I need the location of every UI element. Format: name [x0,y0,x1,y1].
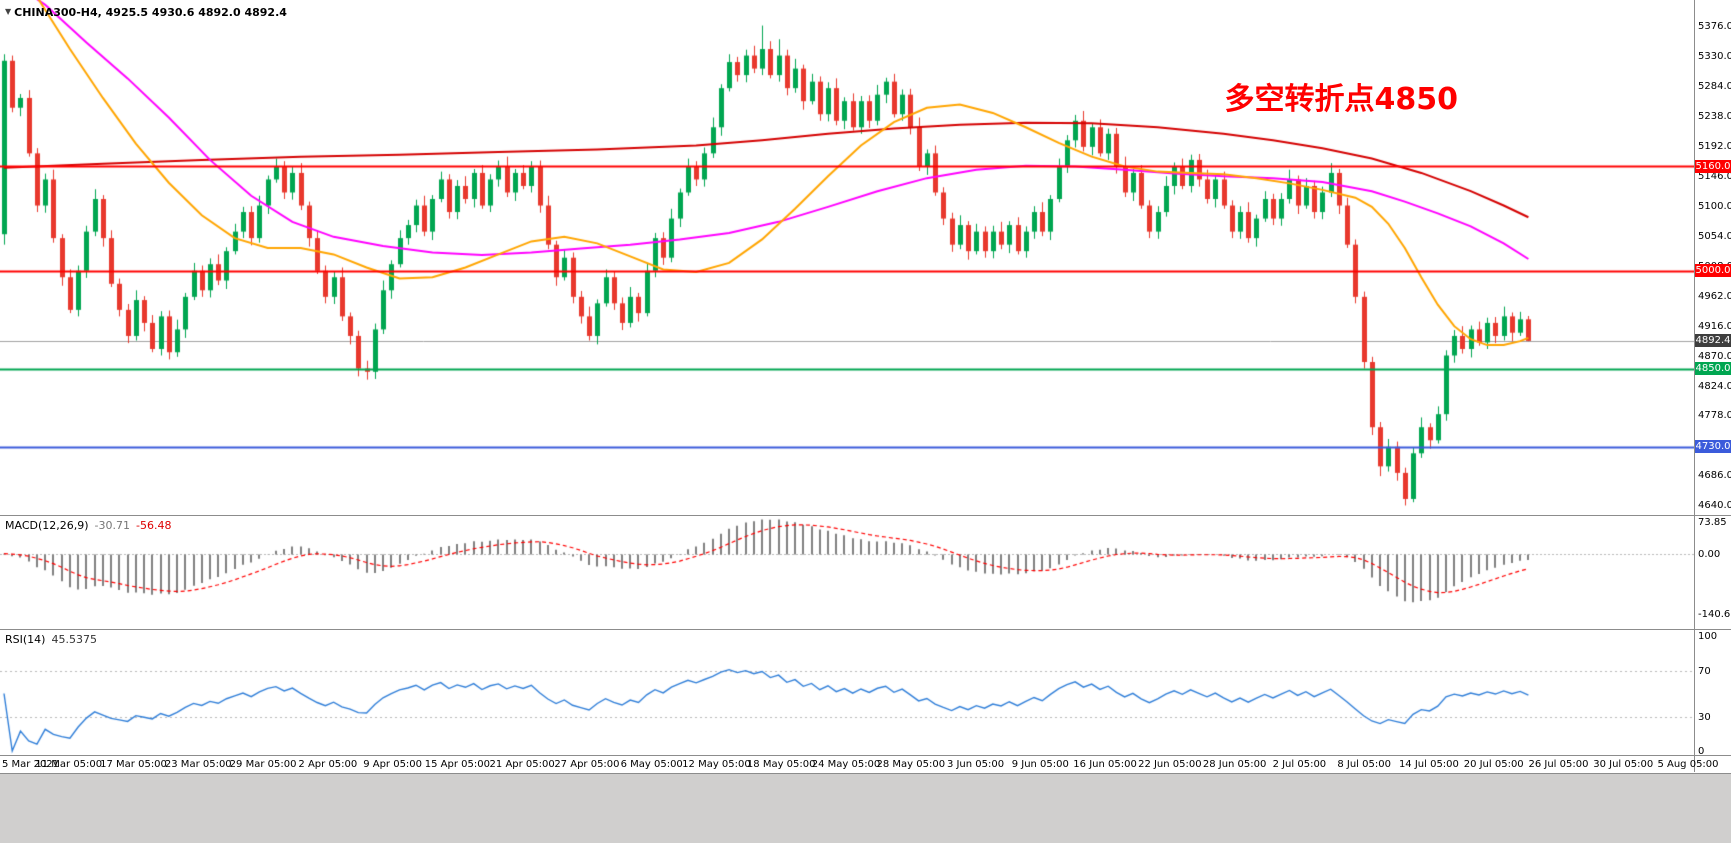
time-tick-label: 5 Mar 2021 [2,759,60,770]
time-tick-label: 26 Jul 05:00 [1528,759,1589,770]
price-tick-label: 5330.0 [1698,50,1731,62]
pane-separator-macd-rsi[interactable] [0,629,1731,630]
time-tick-label: 12 May 05:00 [682,759,751,770]
time-tick-label: 9 Jun 05:00 [1011,759,1069,770]
rsi-tick-label: 100 [1698,631,1718,642]
price-tick-label: 4916.0 [1698,320,1731,332]
rsi-indicator-label: RSI(14) 45.5375 [5,633,97,646]
macd-tick-label: 0.00 [1698,548,1721,560]
time-tick-label: 28 May 05:00 [876,759,946,770]
price-tick-label: 4870.0 [1698,350,1731,362]
hline-price-tag[interactable]: 5000.0 [1695,264,1731,278]
time-tick-label: 17 Mar 05:00 [100,759,167,770]
hline-price-tag[interactable]: 5160.0 [1695,159,1731,173]
macd-tick-label: -140.67 [1698,609,1731,620]
chart-header: ▼ CHINA300-H4, 4925.5 4930.6 4892.0 4892.… [5,6,287,19]
current-price-tag: 4892.4 [1695,334,1731,348]
macd-indicator-label: MACD(12,26,9) -30.71 -56.48 [5,519,171,532]
macd-label-name: MACD(12,26,9) [5,519,89,532]
price-tick-label: 4824.0 [1698,380,1731,392]
hline-price-tag[interactable]: 4850.0 [1695,362,1731,376]
symbol-dropdown-icon[interactable]: ▼ [5,7,12,16]
price-scale-separator [1694,0,1695,772]
time-tick-label: 23 Mar 05:00 [164,759,232,770]
time-tick-label: 20 Jul 05:00 [1463,759,1524,770]
rsi-pane-canvas[interactable] [0,630,1694,754]
time-tick-label: 2 Jul 05:00 [1272,759,1327,770]
price-scale[interactable]: 5376.0 5330.0 5284.0 5238.0 5192.0 5146.0 5100… [1695,0,1731,772]
time-tick-label: 22 Jun 05:00 [1138,759,1202,770]
rsi-tick-label: 70 [1698,665,1711,677]
price-tick-label: 5054.0 [1698,230,1731,242]
rsi-label-name: RSI(14) [5,633,46,646]
price-tick-label: 4640.0 [1698,500,1731,512]
time-axis[interactable]: 5 Mar 2021 11 Mar 05:00 17 Mar 05:00 23 Mar… [0,756,1719,773]
time-tick-label: 16 Jun 05:00 [1073,759,1137,770]
price-tick-label: 5238.0 [1698,110,1731,122]
time-tick-label: 3 Jun 05:00 [946,759,1005,770]
pane-separator-rsi-time [0,755,1731,756]
rsi-tick-label: 30 [1698,711,1711,723]
price-chart-canvas[interactable] [0,0,1694,515]
time-tick-label: 14 Jul 05:00 [1398,759,1459,770]
pane-separator-main-macd[interactable] [0,515,1731,516]
time-tick-label: 18 May 05:00 [746,759,816,770]
price-tick-label: 4778.0 [1698,410,1731,422]
time-tick-label: 15 Apr 05:00 [424,759,490,770]
annotation-text: 多空转折点4850 [1224,82,1459,117]
chart-title: CHINA300-H4, 4925.5 4930.6 4892.0 4892.4 [14,6,287,19]
rsi-tick-label: 0 [1698,746,1705,757]
time-tick-label: 30 Jul 05:00 [1593,759,1654,770]
rsi-value: 45.5375 [51,633,97,646]
macd-signal-value: -56.48 [136,519,172,532]
macd-main-value: -30.71 [94,519,131,532]
hline-price-tag[interactable]: 4730.0 [1695,440,1731,454]
price-tick-label: 4686.0 [1698,470,1731,482]
macd-tick-label: 73.85 [1698,517,1727,528]
time-tick-label: 29 Mar 05:00 [229,759,297,770]
bottom-bar [0,773,1731,843]
time-tick-label: 2 Apr 05:00 [298,759,358,770]
time-tick-label: 11 Mar 05:00 [35,759,103,770]
time-tick-label: 28 Jun 05:00 [1202,759,1267,770]
time-tick-label: 9 Apr 05:00 [363,759,423,770]
price-tick-label: 5192.0 [1698,140,1731,152]
time-tick-label: 5 Aug 05:00 [1657,759,1719,770]
time-tick-label: 24 May 05:00 [811,759,881,770]
time-tick-label: 6 May 05:00 [620,759,683,770]
price-tick-label: 5146.0 [1698,170,1731,182]
macd-pane-canvas[interactable] [0,517,1694,629]
price-tick-label: 5284.0 [1698,80,1731,92]
price-tick-label: 4962.0 [1698,290,1731,302]
price-tick-label: 5376.0 [1698,20,1731,32]
time-tick-label: 27 Apr 05:00 [554,759,620,770]
time-tick-label: 21 Apr 05:00 [489,759,555,770]
time-tick-label: 8 Jul 05:00 [1337,759,1391,770]
price-tick-label: 5100.0 [1698,200,1731,212]
